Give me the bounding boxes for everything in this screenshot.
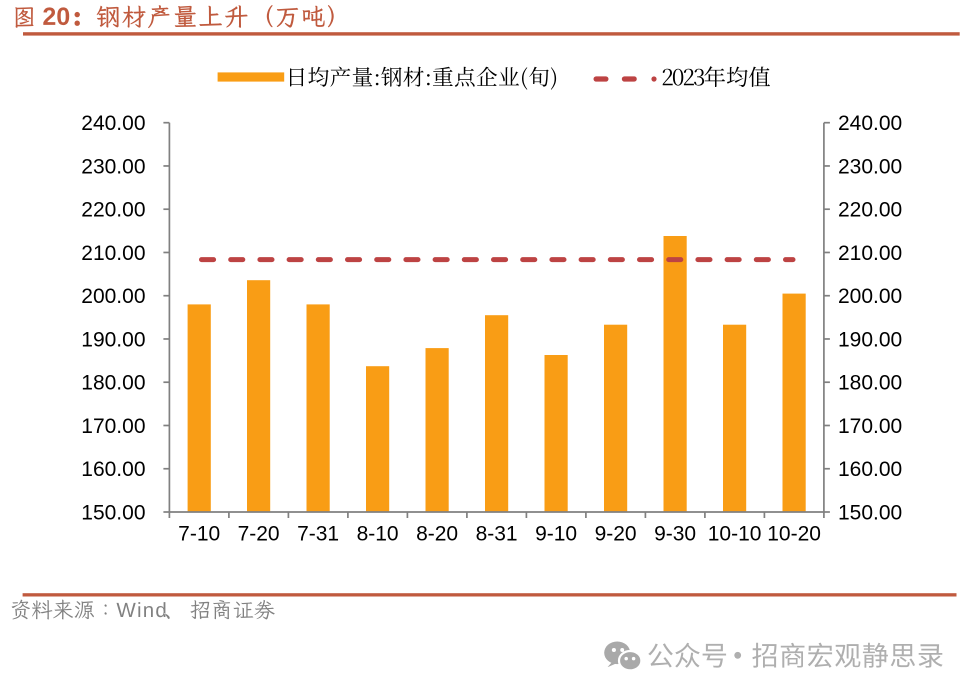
svg-text:180.00: 180.00: [838, 372, 902, 395]
svg-text:160.00: 160.00: [81, 458, 145, 481]
svg-text:8-10: 8-10: [357, 522, 399, 545]
svg-text:7-20: 7-20: [238, 522, 280, 545]
svg-text:10-10: 10-10: [708, 522, 762, 545]
svg-text:230.00: 230.00: [838, 156, 902, 179]
svg-text:200.00: 200.00: [81, 285, 145, 308]
svg-text:170.00: 170.00: [838, 415, 902, 438]
svg-text:9-30: 9-30: [654, 522, 696, 545]
svg-text:150.00: 150.00: [81, 502, 145, 525]
svg-text:230.00: 230.00: [81, 156, 145, 179]
svg-text:180.00: 180.00: [81, 372, 145, 395]
svg-text:220.00: 220.00: [838, 199, 902, 222]
svg-text:170.00: 170.00: [81, 415, 145, 438]
svg-text:240.00: 240.00: [81, 112, 145, 135]
svg-text:220.00: 220.00: [81, 199, 145, 222]
svg-text:7-31: 7-31: [297, 522, 339, 545]
svg-text:240.00: 240.00: [838, 112, 902, 135]
svg-text:200.00: 200.00: [838, 285, 902, 308]
svg-text:210.00: 210.00: [81, 242, 145, 265]
svg-text:9-10: 9-10: [535, 522, 577, 545]
svg-text:190.00: 190.00: [838, 329, 902, 352]
svg-text:150.00: 150.00: [838, 502, 902, 525]
svg-text:190.00: 190.00: [81, 329, 145, 352]
svg-text:8-31: 8-31: [476, 522, 518, 545]
svg-text:10-20: 10-20: [767, 522, 821, 545]
svg-text:160.00: 160.00: [838, 458, 902, 481]
svg-text:210.00: 210.00: [838, 242, 902, 265]
svg-text:9-20: 9-20: [595, 522, 637, 545]
svg-text:7-10: 7-10: [178, 522, 220, 545]
svg-text:8-20: 8-20: [416, 522, 458, 545]
